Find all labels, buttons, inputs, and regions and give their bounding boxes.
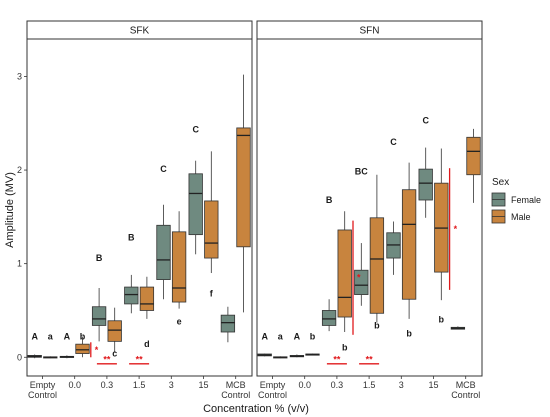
group-letter: BC	[355, 167, 368, 177]
panel-sfn: SFN Empty Control 0.0 0.3 1.5 3 15 MCB Control A a A…	[256, 20, 483, 400]
box-sfk-15-female	[188, 173, 203, 236]
y-tick-label: 3	[17, 71, 22, 81]
significance-star: *	[454, 224, 458, 234]
box-sfk-3-male	[171, 231, 187, 303]
box-sfn-1-5-male	[369, 217, 385, 314]
y-tick-label: 1	[17, 259, 22, 269]
x-tick-label: MCB Control	[451, 380, 480, 400]
x-tick-label: 0.0	[298, 380, 311, 390]
box-sfk-mcb-control-male	[236, 127, 251, 248]
group-letter: A	[294, 331, 301, 341]
significance-star: **	[333, 354, 341, 364]
significance-star: **	[136, 354, 144, 364]
box-sfn-3-male	[401, 189, 417, 300]
x-tick-label: Empty Control	[258, 380, 287, 400]
group-letter: a	[278, 331, 284, 341]
group-letter: e	[177, 317, 182, 327]
facet-strip-label: SFK	[130, 26, 150, 37]
box-sfn-mcb-control-male	[466, 136, 481, 176]
panel-sfk: SFK 0 1 2 3 Empty Control 0.0 0.3 1.5 3 15 MCB Contro…	[17, 20, 253, 400]
x-tick-label: 1.5	[133, 380, 146, 390]
y-axis-title: Amplitude (MV)	[4, 172, 16, 248]
group-letter: B	[326, 195, 333, 205]
group-letter: A	[261, 331, 268, 341]
significance-star: **	[366, 354, 374, 364]
x-tick-label: 15	[428, 380, 438, 390]
group-letter: b	[342, 343, 348, 353]
group-letter: d	[144, 339, 150, 349]
x-tick-label: 1.5	[363, 380, 376, 390]
group-letter: C	[422, 115, 429, 125]
x-tick-label: Empty Control	[28, 380, 57, 400]
legend-title: Sex	[492, 177, 509, 188]
group-letter: b	[80, 331, 86, 341]
group-letter: B	[128, 232, 135, 242]
x-tick-label: 3	[399, 380, 404, 390]
significance-star: *	[357, 273, 361, 283]
group-letter: A	[64, 331, 71, 341]
legend-label-female: Female	[511, 195, 541, 205]
box-sfn-1-5-female	[354, 269, 369, 295]
box-sfn-15-female	[418, 168, 433, 201]
x-tick-label: 15	[198, 380, 208, 390]
significance-star: *	[95, 345, 99, 355]
legend: Sex Female Male	[491, 177, 541, 224]
y-tick-label: 0	[17, 352, 22, 362]
group-letter: C	[192, 125, 199, 135]
box-sfk-3-female	[156, 224, 171, 280]
x-tick-label: 0.3	[101, 380, 114, 390]
x-tick-label: 3	[169, 380, 174, 390]
group-letter: c	[112, 348, 117, 358]
box-sfn-0-3-male	[337, 229, 352, 318]
y-tick-label: 2	[17, 165, 22, 175]
group-letter: b	[439, 315, 445, 325]
box-sfk-15-male	[204, 200, 219, 259]
box-sfk-0-0-male	[75, 343, 90, 354]
group-letter: a	[48, 331, 54, 341]
box-sfk-0-3-female	[91, 306, 107, 326]
box-sfk-0-3-male	[107, 320, 122, 342]
box-sfn-0-3-female	[321, 310, 337, 326]
group-letter: A	[31, 331, 38, 341]
x-tick-label: 0.0	[68, 380, 81, 390]
group-letter: C	[390, 137, 397, 147]
group-letter: b	[374, 320, 380, 330]
significance-star: **	[103, 354, 111, 364]
box-sfk-1-5-female	[124, 286, 139, 305]
group-letter: B	[96, 253, 103, 263]
group-letter: C	[160, 164, 167, 174]
x-tick-label: 0.3	[331, 380, 344, 390]
facet-strip-label: SFN	[360, 26, 380, 37]
x-tick-label: MCB Control	[221, 380, 250, 400]
box-sfk-1-5-male	[139, 286, 155, 311]
box-sfk-mcb-control-female	[220, 314, 236, 333]
x-axis-title: Concentration % (v/v)	[203, 403, 309, 415]
legend-label-male: Male	[511, 212, 531, 222]
group-letter: b	[406, 329, 412, 339]
group-letter: b	[310, 331, 316, 341]
group-letter: f	[210, 288, 214, 298]
